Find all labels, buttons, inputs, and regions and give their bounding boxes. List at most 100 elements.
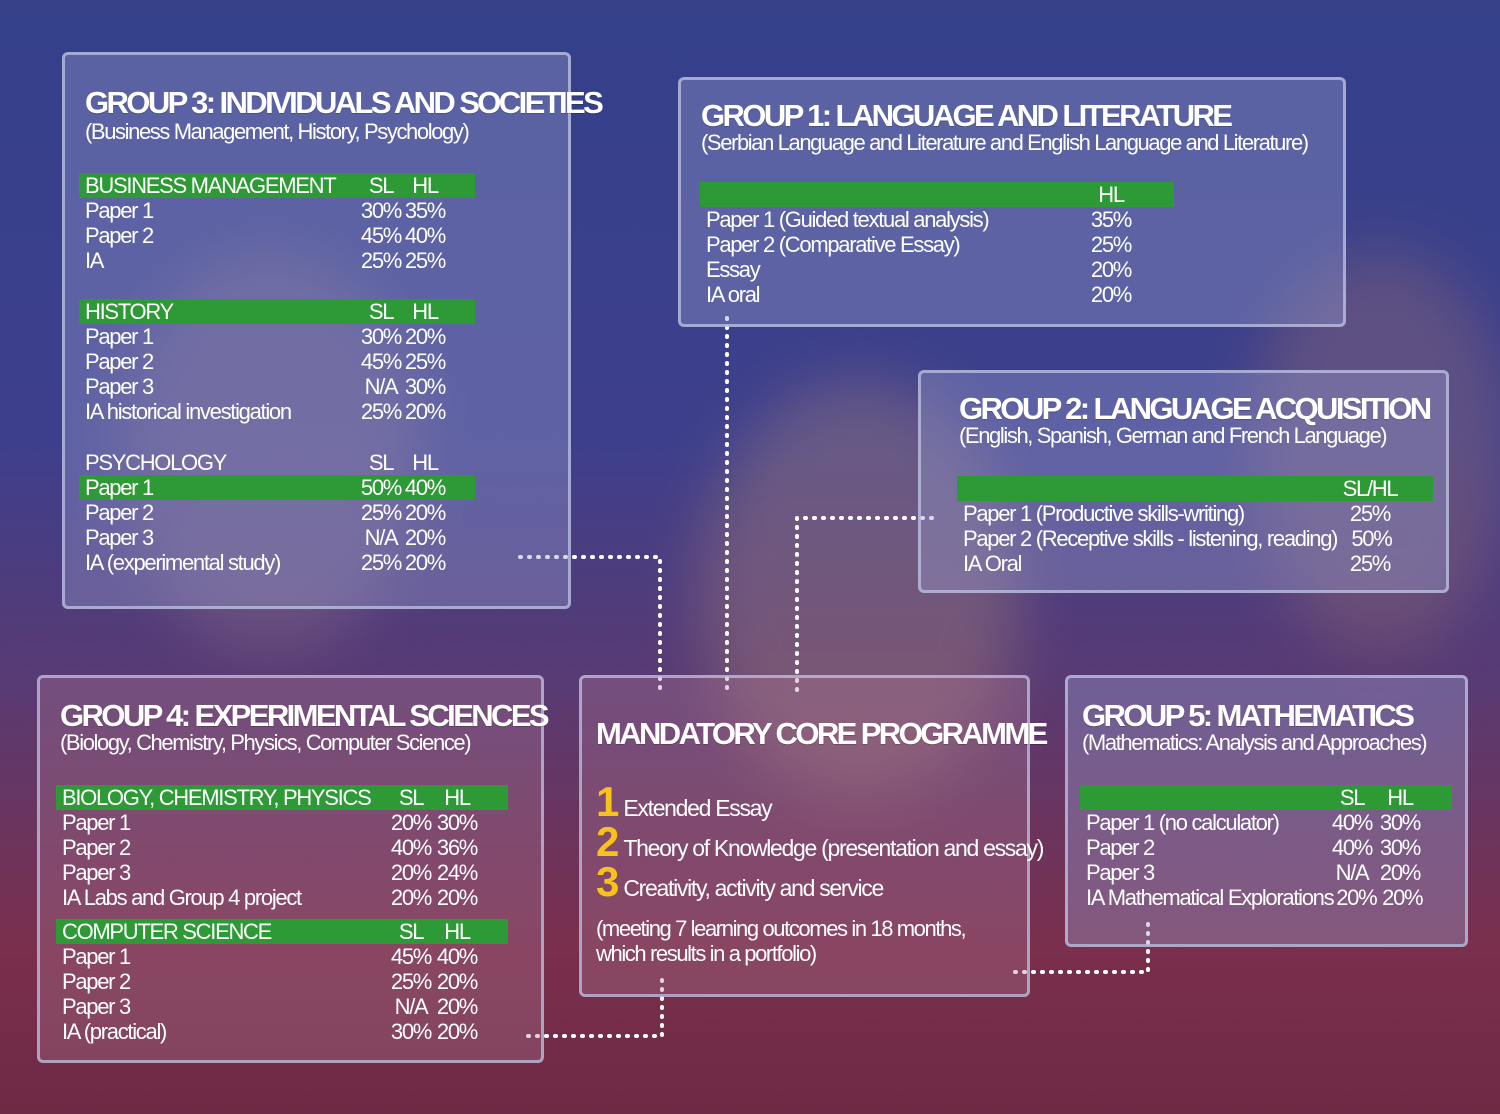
table-row: Paper 2 40% 30%	[1080, 835, 1452, 860]
weight-value: 25%	[360, 500, 402, 525]
connector-group4	[526, 978, 664, 1038]
core-note-line1: (meeting 7 learning outcomes in 18 month…	[596, 916, 967, 941]
connector-group5	[1012, 922, 1150, 974]
table-row: IA (experimental study) 25% 20%	[79, 550, 475, 575]
group2-subtitle: (English, Spanish, German and French Lan…	[959, 423, 1388, 448]
weight-value: 25%	[1090, 232, 1132, 257]
component-name: Paper 2 (Comparative Essay)	[706, 232, 961, 257]
weight-value: 30%	[1379, 835, 1421, 860]
column-header-hl: HL	[412, 450, 439, 475]
column-header-hl: HL	[412, 299, 439, 324]
weight-value: N/A	[364, 374, 399, 399]
weight-value: 20%	[1379, 860, 1421, 885]
component-name: Paper 1 (Guided textual analysis)	[706, 207, 990, 232]
core-number: 1	[596, 778, 619, 825]
core-number: 2	[596, 818, 619, 865]
column-header-sl: SL	[368, 173, 395, 198]
table-row: Paper 3 N/A 30%	[79, 374, 475, 399]
table-header: SL/HL	[957, 476, 1433, 501]
core-text: Creativity, activity and service	[623, 875, 884, 901]
assessment-table: BUSINESS MANAGEMENT SL HL Paper 1 30% 35% Pape…	[79, 173, 475, 273]
weight-value: 24%	[436, 860, 478, 885]
component-name: IA Labs and Group 4 project	[62, 885, 302, 910]
weight-value: 20%	[404, 500, 446, 525]
component-name: Paper 2	[1086, 835, 1155, 860]
weight-value: 20%	[436, 1019, 478, 1044]
table-row: Paper 2 25% 20%	[56, 969, 508, 994]
table-row: Paper 1 20% 30%	[56, 810, 508, 835]
weight-value: 20%	[390, 810, 432, 835]
column-header-sl: SL	[368, 450, 395, 475]
table-row: IA Oral 25%	[957, 551, 1433, 576]
column-header-sl: SL	[1339, 785, 1366, 810]
weight-value: N/A	[1335, 860, 1370, 885]
group1-panel: GROUP 1: LANGUAGE AND LITERATURE (Serbia…	[678, 77, 1346, 327]
table-row: Essay 20%	[700, 257, 1174, 282]
table-row: IA oral 20%	[700, 282, 1174, 307]
component-name: Paper 2 (Receptive skills - listening, r…	[963, 526, 1339, 551]
table-header: COMPUTER SCIENCE SL HL	[56, 919, 508, 944]
component-name: Paper 1	[85, 198, 154, 223]
table-header: SL HL	[1080, 785, 1452, 810]
table-row: Paper 3 N/A 20%	[56, 994, 508, 1019]
weight-value: 20%	[436, 994, 478, 1019]
column-header-hl: HL	[444, 919, 471, 944]
weight-value: 35%	[404, 198, 446, 223]
weight-value: 40%	[404, 223, 446, 248]
table-row: Paper 2 40% 36%	[56, 835, 508, 860]
component-name: IA historical investigation	[85, 399, 292, 424]
column-header-hl: HL	[444, 785, 471, 810]
table-header: HL	[700, 182, 1174, 207]
weight-value: 25%	[360, 399, 402, 424]
weight-value: 30%	[404, 374, 446, 399]
core-text: Theory of Knowledge (presentation and es…	[623, 835, 1044, 861]
table-header: BUSINESS MANAGEMENT SL HL	[79, 173, 475, 198]
component-name: IA (experimental study)	[85, 550, 281, 575]
weight-value: 25%	[360, 550, 402, 575]
weight-value: 20%	[1090, 257, 1132, 282]
assessment-table: HISTORY SL HL Paper 1 30% 20% Paper 2 45% 25% Pap…	[79, 299, 475, 424]
subject-name	[700, 182, 1076, 207]
core-item-3: 3 Creativity, activity and service	[596, 858, 884, 906]
table-header: HISTORY SL HL	[79, 299, 475, 324]
table-row: Paper 2 45% 40%	[79, 223, 475, 248]
table-row: Paper 1 (Guided textual analysis) 35%	[700, 207, 1174, 232]
weight-value: 45%	[360, 349, 402, 374]
assessment-table: BIOLOGY, CHEMISTRY, PHYSICS SL HL Paper 1 20…	[56, 785, 508, 910]
weight-value: 20%	[404, 324, 446, 349]
weight-value: 40%	[404, 475, 446, 500]
group1-title: GROUP 1: LANGUAGE AND LITERATURE	[701, 98, 1233, 133]
weight-value: 40%	[1331, 835, 1373, 860]
weight-value: 45%	[390, 944, 432, 969]
weight-value: N/A	[364, 525, 399, 550]
table-row: Paper 1 (no calculator) 40% 30%	[1080, 810, 1452, 835]
table-row: Paper 2 45% 25%	[79, 349, 475, 374]
table-header: PSYCHOLOGY SL HL	[79, 450, 475, 475]
table-row: IA Labs and Group 4 project 20% 20%	[56, 885, 508, 910]
table-row: IA 25% 25%	[79, 248, 475, 273]
component-name: IA (practical)	[62, 1019, 167, 1044]
component-name: Paper 3	[1086, 860, 1155, 885]
group4-panel: GROUP 4: EXPERIMENTAL SCIENCES (Biology,…	[37, 675, 550, 1063]
weight-value: 45%	[360, 223, 402, 248]
column-header-sl: SL	[398, 919, 425, 944]
core-panel: MANDATORY CORE PROGRAMME 1 Extended Essay…	[579, 675, 1048, 997]
table-row: Paper 1 30% 35%	[79, 198, 475, 223]
weight-value: 30%	[360, 198, 402, 223]
weight-value: 20%	[390, 885, 432, 910]
core-item-1: 1 Extended Essay	[596, 778, 773, 826]
weight-value: N/A	[394, 994, 429, 1019]
component-name: Paper 3	[62, 994, 131, 1019]
component-name: Paper 3	[85, 374, 154, 399]
assessment-table: SL HL Paper 1 (no calculator) 40% 30% Paper 2…	[1080, 785, 1452, 910]
core-note-line2: which results in a portfolio)	[596, 941, 817, 966]
component-name: Paper 3	[62, 860, 131, 885]
weight-value: 40%	[390, 835, 432, 860]
table-row: Paper 1 50% 40%	[79, 475, 475, 500]
column-header-sl: SL	[398, 785, 425, 810]
component-name: Paper 3	[85, 525, 154, 550]
component-name: IA	[85, 248, 104, 273]
weight-value: 25%	[1349, 551, 1391, 576]
table-row: Paper 1 45% 40%	[56, 944, 508, 969]
